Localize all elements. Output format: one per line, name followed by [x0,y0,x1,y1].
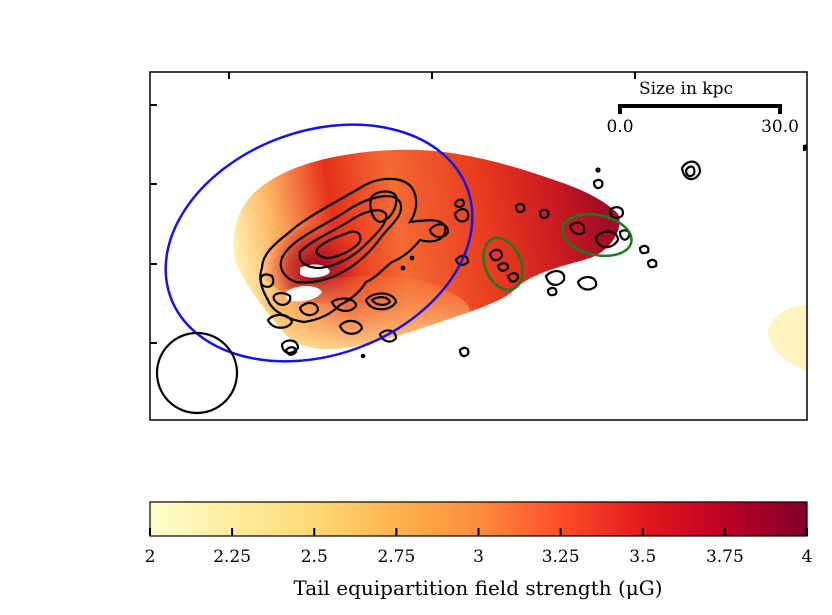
scale-bar: Size in kpc 0.0 30.0 [606,79,798,137]
beam-circle [155,331,239,415]
green-region-ellipse-1 [482,236,524,292]
colorbar-label: Tail equipartition field strength (μG) [293,576,662,600]
scale-bar-end-label: 30.0 [761,117,799,137]
map-gap [286,286,322,302]
radio-contours [259,144,807,359]
colorbar-tick-label: 3.25 [542,547,580,567]
colorbar-tick-label: 2.25 [213,547,251,567]
colorbar-tick-label: 3 [473,547,484,567]
colorbar-tick-label: 3.75 [706,547,744,567]
plot-frame [149,71,808,421]
colorbar-tick-label: 2 [145,547,156,567]
colorbar-ticks: 2 2.25 2.5 2.75 3 3.25 3.5 3.75 4 [145,528,813,567]
colorbar-tick-label: 2.5 [301,547,328,567]
blue-region-ellipse [164,123,474,363]
colorbar: 2 2.25 2.5 2.75 3 3.25 3.5 3.75 4 Tail equiparti… [145,501,813,600]
colorbar-tick-label: 3.5 [629,547,656,567]
edge-source [768,305,807,372]
colorbar-tick-label: 4 [802,547,813,567]
scale-bar-title: Size in kpc [639,79,733,99]
image-panel [155,123,807,415]
colorbar-tick-label: 2.75 [377,547,415,567]
scale-bar-start-label: 0.0 [606,117,633,137]
green-region-ellipse-2 [561,212,633,258]
axis-ticks [150,72,636,344]
